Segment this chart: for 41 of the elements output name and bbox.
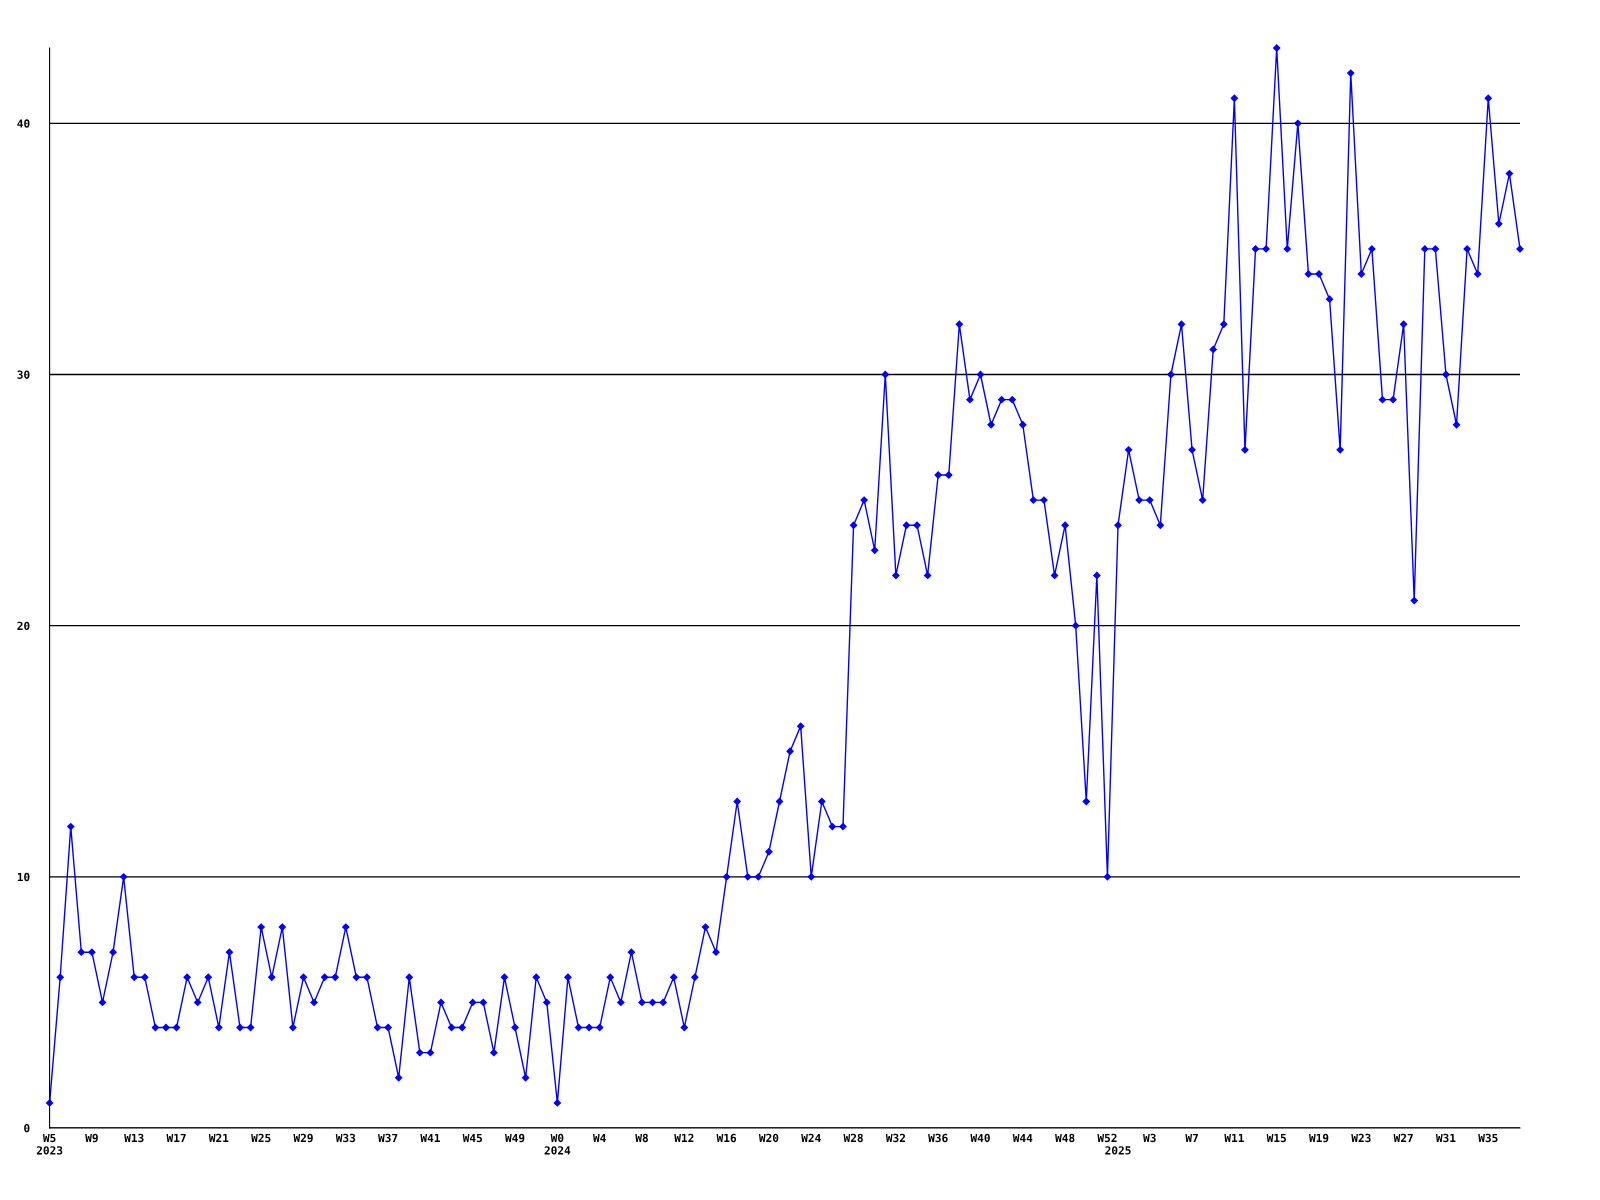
x-tick-label: 2025 xyxy=(1105,1146,1131,1155)
x-tick-label: W21 xyxy=(208,1133,229,1142)
x-tick-label: W45 xyxy=(462,1133,483,1143)
x-tick-label: W15 xyxy=(1266,1133,1286,1143)
x-tick-label: W8 xyxy=(635,1133,648,1143)
x-tick-label: W37 xyxy=(378,1133,398,1143)
x-tick-label: W36 xyxy=(928,1133,948,1143)
x-tick-label: W13 xyxy=(124,1133,144,1143)
x-tick-label: W4 xyxy=(592,1133,606,1142)
x-tick-label: W33 xyxy=(335,1133,356,1143)
y-tick-label: 0 xyxy=(24,1123,30,1133)
x-tick-label: W48 xyxy=(1055,1133,1075,1143)
x-tick-label: W32 xyxy=(885,1133,905,1143)
x-tick-label: W28 xyxy=(843,1133,863,1143)
x-tick-label: W20 xyxy=(758,1133,779,1143)
x-tick-label: W31 xyxy=(1435,1133,1456,1143)
x-tick-label: W52 xyxy=(1097,1133,1117,1143)
x-tick-label: W9 xyxy=(85,1133,98,1143)
x-tick-label: W44 xyxy=(1012,1133,1033,1142)
y-tick-label: 30 xyxy=(17,370,30,379)
x-tick-label: W19 xyxy=(1308,1133,1329,1143)
x-tick-label: W0 2024 xyxy=(544,1133,571,1155)
x-tick-label: W35 xyxy=(1478,1133,1498,1143)
y-tick-label: 40 xyxy=(17,119,30,128)
y-tick-label: 20 xyxy=(17,621,30,631)
x-tick-label: W49 xyxy=(505,1133,525,1143)
x-tick-label: W27 xyxy=(1393,1133,1413,1142)
x-tick-label: W24 xyxy=(801,1133,821,1142)
x-tick-label: W5 2023 xyxy=(36,1133,63,1155)
x-tick-label: W3 xyxy=(1143,1133,1156,1143)
x-tick-label: W16 xyxy=(716,1133,737,1143)
x-tick-label: W25 xyxy=(251,1133,271,1143)
x-tick-label: W17 xyxy=(166,1133,186,1142)
x-tick-label: W41 xyxy=(420,1133,440,1142)
x-tick-label: W7 xyxy=(1185,1133,1198,1142)
y-tick-label: 10 xyxy=(17,872,30,882)
x-tick-label: W29 xyxy=(293,1133,313,1143)
x-tick-label: W11 xyxy=(1224,1133,1244,1142)
x-tick-label: W23 xyxy=(1351,1133,1371,1143)
x-tick-label: W12 xyxy=(674,1133,694,1142)
x-tick-label: W40 xyxy=(970,1133,990,1143)
